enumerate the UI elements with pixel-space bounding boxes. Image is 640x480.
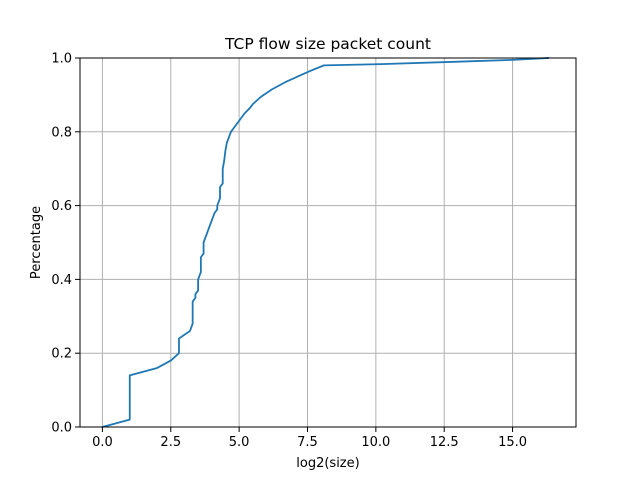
series-layer [101,57,550,429]
x-axis-label: log2(size) [296,456,359,471]
y-axis: 0.0 0.2 0.4 0.6 0.8 1.0 [51,52,80,436]
x-axis: 0.0 2.5 5.0 7.5 10.0 12.5 15.0 [92,427,527,450]
x-tick-label: 10.0 [361,435,390,450]
y-tick-label: 0.4 [51,273,72,288]
x-tick-label: 12.5 [430,435,459,450]
x-tick-label: 5.0 [229,435,250,450]
series-line [101,57,550,429]
y-tick-label: 0.2 [51,347,72,362]
y-axis-label: Percentage [29,206,44,279]
x-tick-label: 0.0 [92,435,113,450]
chart-title: TCP flow size packet count [224,35,431,53]
y-tick-label: 0.8 [51,125,72,140]
x-tick-label: 2.5 [160,435,181,450]
axes-frame [79,57,577,428]
x-tick-label: 15.0 [498,435,527,450]
plot-area [80,58,576,427]
y-tick-label: 0.0 [51,421,72,436]
y-tick-label: 1.0 [51,52,72,67]
x-tick-label: 7.5 [297,435,318,450]
y-tick-label: 0.6 [51,199,72,214]
